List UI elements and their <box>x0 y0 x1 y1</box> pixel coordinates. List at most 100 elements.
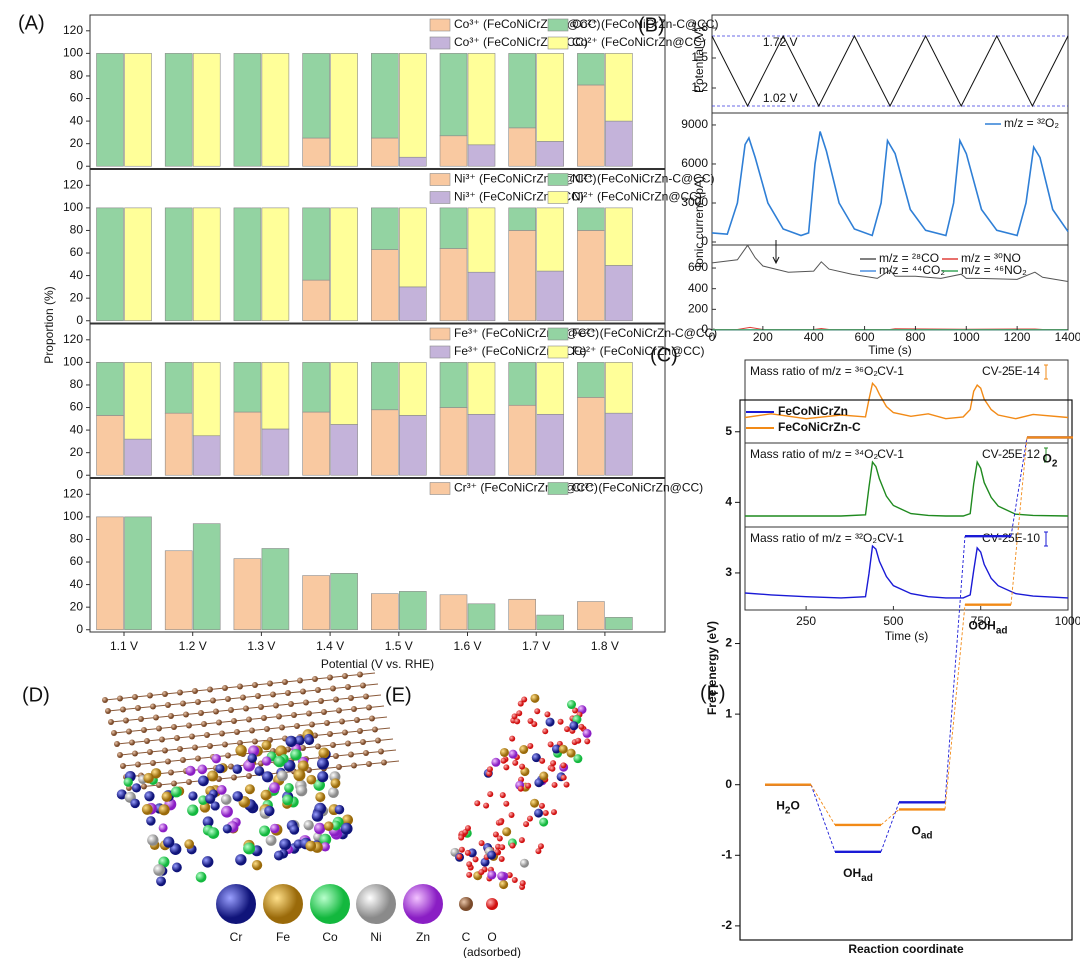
atom <box>564 726 571 733</box>
x-tick-label: 400 <box>804 330 824 344</box>
atom <box>496 835 503 842</box>
bar-segment <box>302 207 330 281</box>
atom <box>333 753 339 759</box>
element-label: Zn <box>416 930 430 944</box>
atom <box>578 723 585 730</box>
atom <box>168 713 174 719</box>
atom <box>466 871 473 878</box>
bar-segment <box>124 438 152 476</box>
bar-segment <box>536 270 565 322</box>
atom <box>330 685 336 692</box>
bar-segment <box>605 53 633 122</box>
legend-swatch <box>547 327 569 341</box>
y-tick-label: 2 <box>725 636 732 650</box>
bar-segment <box>302 137 330 167</box>
legend-label: m/z = ²⁸CO <box>879 251 939 265</box>
atom <box>183 711 189 718</box>
y-tick-label: 5 <box>725 424 732 438</box>
atom <box>464 825 471 832</box>
atom <box>575 737 582 744</box>
atom <box>348 751 354 758</box>
x-tick-label: 1.1 V <box>110 639 138 653</box>
line-series <box>744 381 1069 420</box>
legend-label: Cr³⁺ (FeCoNiCrZn@CC) <box>572 481 703 495</box>
atom <box>480 857 490 867</box>
atom <box>551 781 558 788</box>
bar-segment <box>508 53 537 129</box>
atom <box>499 747 509 757</box>
line-series <box>711 244 1069 282</box>
y-tick-label: 20 <box>70 290 84 304</box>
atom <box>156 725 162 732</box>
bar-segment <box>577 84 605 167</box>
peak-label: CV-1 <box>877 364 904 378</box>
bar-segment <box>467 271 496 322</box>
atom <box>491 757 501 767</box>
atom <box>327 674 333 681</box>
atom <box>511 877 518 884</box>
bar-segment <box>302 411 330 476</box>
atom <box>114 741 120 747</box>
atom <box>211 754 221 764</box>
atom <box>276 713 282 720</box>
atom <box>530 693 540 703</box>
atom <box>156 782 162 788</box>
bar-segment <box>577 362 605 398</box>
atom <box>192 688 198 694</box>
y-tick-label: 9000 <box>681 117 708 131</box>
atom <box>261 740 272 751</box>
atom <box>252 738 258 745</box>
bar-segment <box>605 617 633 631</box>
step-label-part: H <box>776 799 785 813</box>
y-tick-label: 120 <box>63 177 83 191</box>
atom <box>584 738 591 745</box>
bar-segment <box>370 53 399 139</box>
element-swatch <box>263 884 303 924</box>
bar-segment <box>577 397 605 476</box>
bar-segment <box>577 601 605 631</box>
y-tick-label: 600 <box>688 260 708 274</box>
step-label-part: OOH <box>968 619 995 633</box>
legend-label: Co²⁺ (FeCoNiCrZn@CC) <box>572 35 706 49</box>
y-tick-label: -2 <box>721 918 732 932</box>
bar-segment <box>439 407 468 476</box>
bar-segment <box>261 548 290 631</box>
atom <box>261 715 267 721</box>
atom <box>320 842 330 852</box>
axes-frame <box>89 478 666 633</box>
atom <box>551 744 561 754</box>
atom <box>357 728 363 734</box>
atom <box>318 747 330 759</box>
atom <box>202 816 214 828</box>
atom <box>117 695 123 702</box>
bar-segment <box>233 362 262 413</box>
atom <box>228 707 234 713</box>
panel-label: (A) <box>18 12 45 34</box>
atom <box>205 793 216 804</box>
bar-segment <box>96 415 124 476</box>
bar-segment <box>96 53 124 167</box>
atom <box>539 757 546 764</box>
atom <box>339 718 345 725</box>
y-tick-label: 60 <box>70 400 84 414</box>
atom <box>215 764 225 774</box>
step-label-part: O <box>911 824 920 838</box>
line-series <box>711 34 1069 108</box>
atom <box>132 750 138 757</box>
atom <box>306 774 317 785</box>
bar-segment <box>605 265 633 322</box>
step-label-part: O <box>1043 452 1052 466</box>
axes-frame <box>739 399 1073 941</box>
atom <box>269 782 280 794</box>
atom <box>246 773 252 779</box>
atom <box>323 821 334 832</box>
atom <box>304 735 315 746</box>
x-axis-title: Time (s) <box>868 343 912 357</box>
atom <box>291 712 297 718</box>
atom <box>502 827 512 837</box>
bar-segment <box>398 156 427 167</box>
atom <box>150 703 156 710</box>
legend-swatch <box>429 18 451 32</box>
atom <box>573 754 583 764</box>
y-tick-label: 80 <box>70 68 84 82</box>
